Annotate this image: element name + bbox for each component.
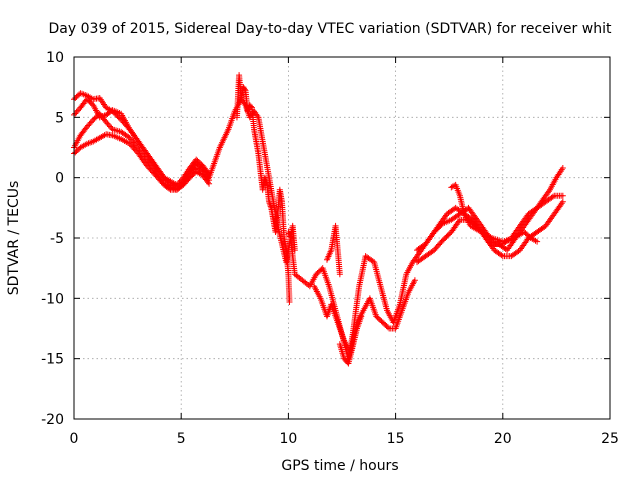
y-axis-label: SDTVAR / TECUs [6, 181, 22, 296]
data-point-fill [205, 179, 211, 186]
data-point-fill [72, 110, 79, 117]
data-point-fill [166, 185, 173, 192]
y-tick-label: -20 [41, 412, 64, 428]
series-9 [285, 222, 298, 254]
data-points [71, 72, 566, 367]
series-5 [414, 198, 566, 266]
data-point-fill [502, 246, 509, 253]
x-tick-label: 0 [70, 431, 79, 447]
data-point [411, 277, 418, 284]
data-point-fill [104, 120, 111, 127]
data-point-fill [74, 107, 81, 114]
data-point-fill [175, 180, 182, 187]
data-point-fill [515, 248, 522, 255]
chart-title: Day 039 of 2015, Sidereal Day-to-day VTE… [49, 21, 612, 37]
x-tick-label: 5 [177, 431, 186, 447]
data-point [559, 165, 566, 172]
y-axis-ticks: -20 -15 -10 -5 0 5 10 [41, 50, 610, 428]
data-point-fill [86, 121, 93, 128]
x-tick-label: 10 [279, 431, 297, 447]
y-tick-label: 10 [46, 50, 64, 66]
data-point [534, 238, 541, 245]
x-tick-label: 25 [601, 431, 619, 447]
data-point-fill [384, 324, 391, 331]
data-point [206, 180, 213, 187]
y-tick-label: -10 [41, 291, 64, 307]
data-point-fill [108, 124, 115, 131]
data-point [559, 192, 566, 199]
data-point-fill [247, 103, 254, 110]
data-point-fill [105, 122, 112, 129]
data-point [83, 123, 90, 130]
y-tick-label: -15 [41, 352, 64, 368]
series-1 [71, 90, 566, 362]
data-point [291, 247, 298, 254]
data-point-fill [541, 223, 548, 230]
data-point [559, 198, 566, 205]
series-7 [448, 181, 541, 245]
data-point-fill [421, 242, 428, 249]
x-axis-ticks: 0 5 10 15 20 25 [70, 57, 619, 447]
y-tick-label: -5 [50, 231, 64, 247]
y-tick-label: 0 [55, 171, 64, 187]
x-tick-label: 20 [494, 431, 512, 447]
data-point-fill [241, 86, 248, 93]
data-point-fill [85, 122, 92, 129]
data-point-fill [182, 179, 189, 186]
data-point-fill [181, 180, 188, 187]
data-point-fill [125, 133, 132, 140]
data-point [358, 313, 365, 320]
data-point-fill [107, 123, 114, 130]
data-point [336, 271, 343, 278]
data-point-fill [87, 119, 94, 126]
series-4 [71, 131, 213, 193]
data-point-fill [73, 109, 80, 116]
data-point [103, 119, 110, 126]
series-12 [323, 222, 343, 278]
series-3 [71, 110, 213, 193]
series-10 [311, 277, 418, 356]
x-axis-label: GPS time / hours [281, 458, 398, 474]
data-point-fill [498, 252, 505, 259]
data-point-fill [184, 177, 191, 184]
series-8 [233, 72, 293, 305]
y-tick-label: 5 [55, 110, 64, 126]
data-point-fill [185, 176, 192, 183]
x-tick-label: 15 [387, 431, 405, 447]
series-11 [336, 313, 365, 367]
data-point [180, 181, 187, 188]
data-point [286, 298, 293, 305]
data-point-fill [89, 118, 96, 125]
data-point-fill [549, 193, 556, 200]
